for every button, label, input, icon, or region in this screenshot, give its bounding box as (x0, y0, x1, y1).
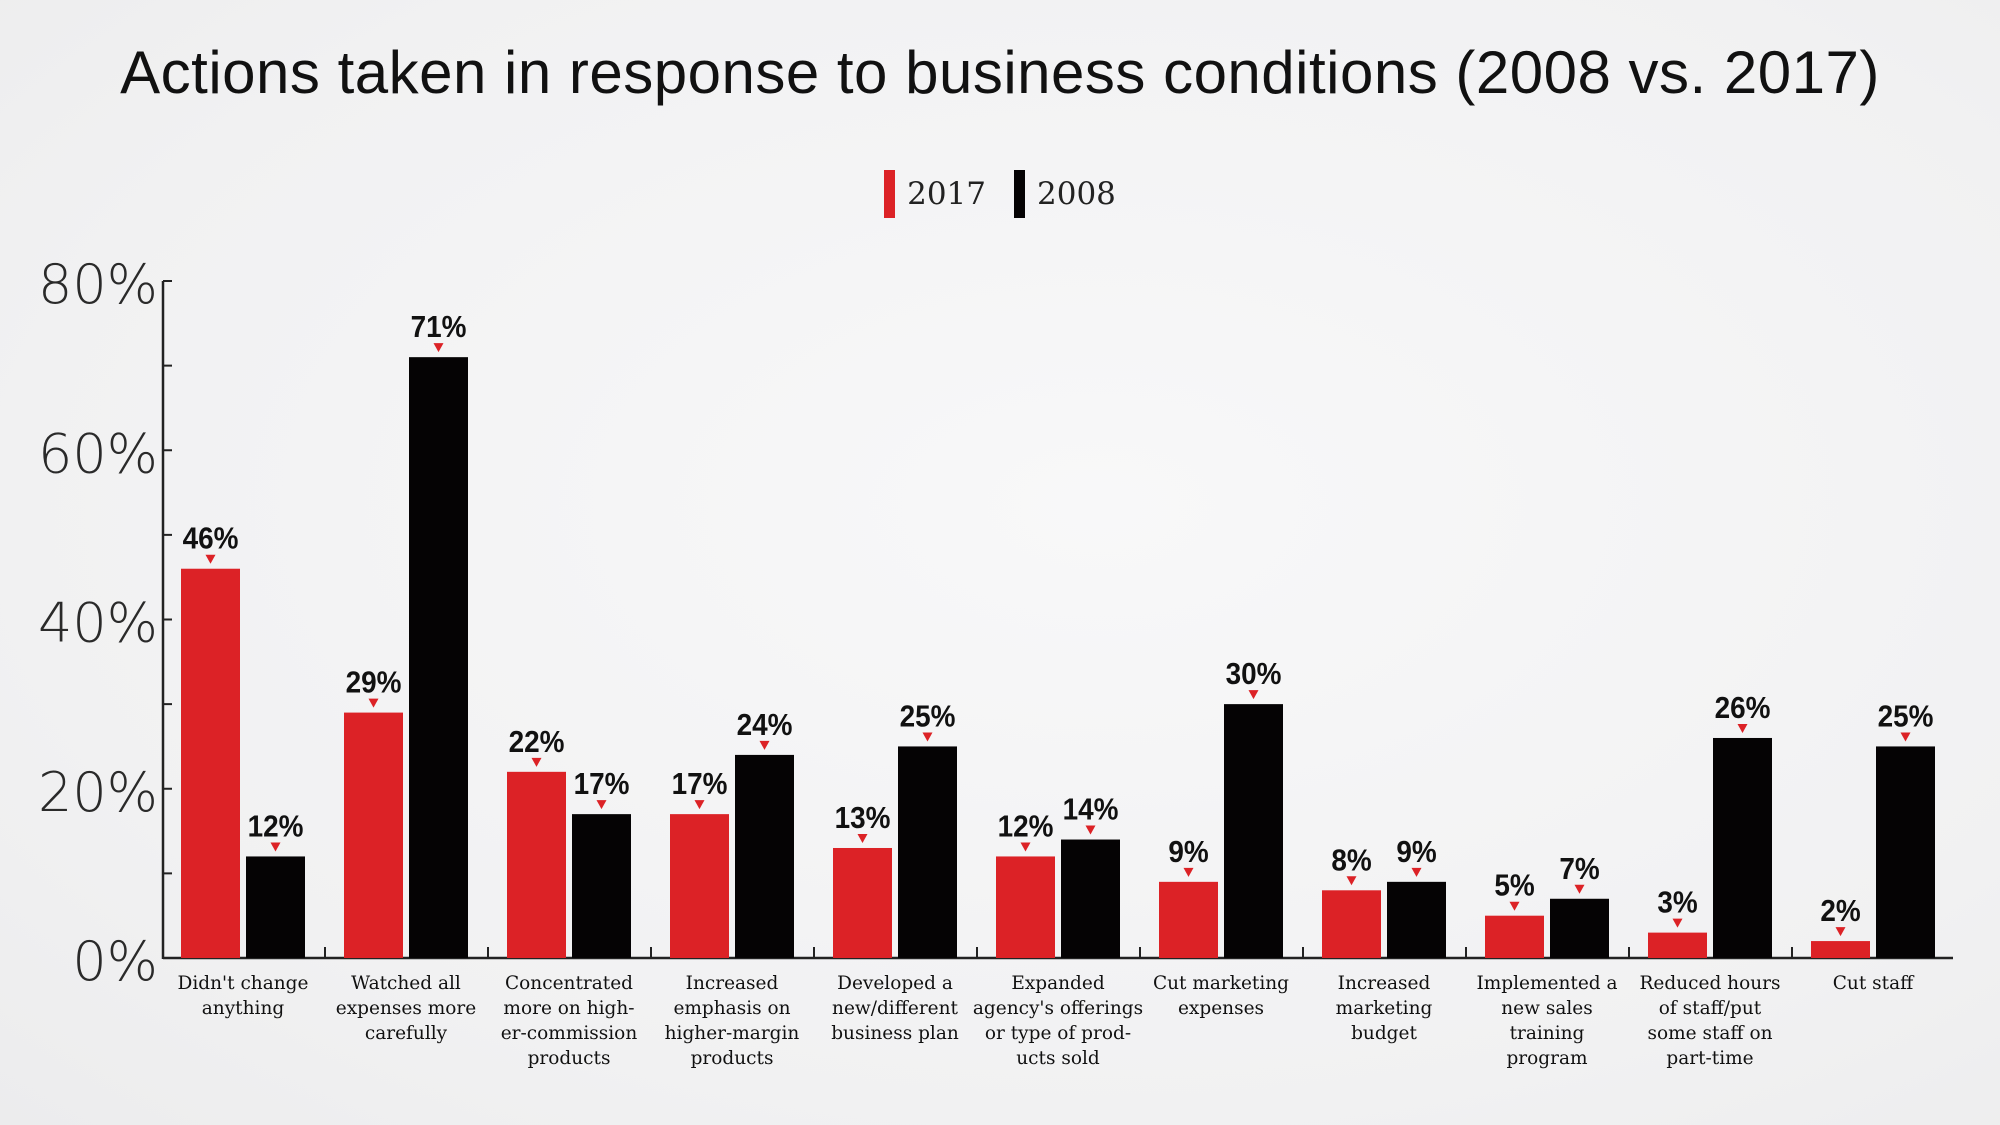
value-marker-icon (694, 800, 705, 810)
value-marker-icon (433, 343, 444, 353)
bar-2017 (1811, 941, 1870, 958)
y-tick-label: 40% (38, 592, 158, 655)
y-tick-label: 20% (38, 761, 158, 824)
value-marker-icon (1248, 690, 1259, 700)
category-label: Developed a new/different business plan (831, 973, 959, 1044)
legend-item-2017: 2017 (884, 170, 986, 218)
value-marker-icon (531, 757, 542, 767)
bar-2017 (181, 568, 240, 958)
category-label: Reduced hours of staff/put some staff on pa… (1640, 973, 1781, 1069)
value-label: 7% (1559, 851, 1599, 886)
value-label: 30% (1226, 657, 1282, 692)
category-label: Watched all expenses more carefully (336, 973, 476, 1044)
value-label: 3% (1657, 885, 1697, 920)
value-marker-icon (1835, 927, 1846, 937)
value-marker-icon (368, 698, 379, 708)
legend-swatch-2008 (1014, 170, 1025, 218)
bar-2008 (1713, 737, 1772, 958)
value-label: 24% (737, 708, 793, 743)
value-marker-icon (1672, 918, 1683, 928)
value-marker-icon (857, 833, 868, 843)
bar-2017 (1648, 932, 1707, 958)
value-label: 71% (411, 310, 467, 345)
value-marker-icon (1509, 901, 1520, 911)
value-label: 9% (1396, 835, 1436, 870)
bar-2017 (833, 847, 892, 958)
bar-2008 (572, 814, 631, 958)
value-label: 9% (1168, 835, 1208, 870)
category-label: Increased marketing budget (1336, 973, 1433, 1044)
value-label: 26% (1715, 691, 1771, 726)
value-marker-icon (759, 740, 770, 750)
value-label: 22% (509, 724, 565, 759)
bar-2017 (670, 814, 729, 958)
bar-2008 (409, 357, 468, 959)
bar-2017 (344, 712, 403, 958)
value-label: 14% (1063, 792, 1119, 827)
legend-label-2017: 2017 (907, 176, 986, 212)
value-label: 17% (574, 767, 630, 802)
bar-2017 (507, 771, 566, 958)
category-label: Implemented a new sales training program (1476, 973, 1617, 1069)
value-marker-icon (1900, 732, 1911, 742)
bar-2008 (1876, 746, 1935, 958)
category-label: Didn't change anything (178, 973, 309, 1019)
bar-2017 (1159, 881, 1218, 958)
chart-title: Actions taken in response to business co… (120, 39, 1880, 106)
y-tick-label: 60% (38, 422, 158, 485)
category-label: Cut marketing expenses (1153, 973, 1289, 1019)
legend-item-2008: 2008 (1014, 170, 1116, 218)
bar-2008 (1550, 898, 1609, 958)
value-marker-icon (596, 800, 607, 810)
bar-2008 (1224, 704, 1283, 958)
value-label: 17% (672, 767, 728, 802)
value-label: 2% (1820, 894, 1860, 929)
category-label: Cut staff (1833, 973, 1915, 994)
legend-label-2008: 2008 (1037, 176, 1116, 212)
y-tick-label: 80% (38, 253, 158, 316)
legend: 2017 2008 (0, 170, 2000, 218)
value-marker-icon (1183, 867, 1194, 877)
bar-2017 (1485, 915, 1544, 958)
value-marker-icon (1346, 876, 1357, 886)
value-label: 46% (183, 521, 239, 556)
bar-2008 (898, 746, 957, 958)
bar-2008 (735, 754, 794, 958)
category-label: Increased emphasis on higher-margin product… (665, 973, 800, 1069)
value-marker-icon (922, 732, 933, 742)
value-marker-icon (205, 554, 216, 564)
value-marker-icon (1085, 825, 1096, 835)
bar-2017 (1322, 890, 1381, 958)
value-marker-icon (270, 842, 281, 852)
legend-swatch-2017 (884, 170, 896, 218)
value-label: 12% (998, 809, 1054, 844)
category-label: Expanded agency's offerings or type of pro… (973, 973, 1143, 1069)
value-label: 8% (1331, 843, 1371, 878)
bar-2008 (1061, 839, 1120, 958)
value-label: 29% (346, 665, 402, 700)
value-label: 25% (1878, 699, 1934, 734)
bar-2008 (1387, 881, 1446, 958)
value-label: 5% (1494, 868, 1534, 903)
y-tick-label: 0% (72, 930, 158, 993)
value-marker-icon (1020, 842, 1031, 852)
value-marker-icon (1737, 723, 1748, 733)
category-label: Concentrated more on high-er-commission pr… (501, 973, 638, 1069)
value-label: 25% (900, 699, 956, 734)
value-label: 13% (835, 801, 891, 836)
value-marker-icon (1574, 884, 1585, 894)
value-marker-icon (1411, 867, 1422, 877)
bar-2008 (246, 856, 305, 958)
value-label: 12% (248, 809, 304, 844)
bar-2017 (996, 856, 1055, 958)
